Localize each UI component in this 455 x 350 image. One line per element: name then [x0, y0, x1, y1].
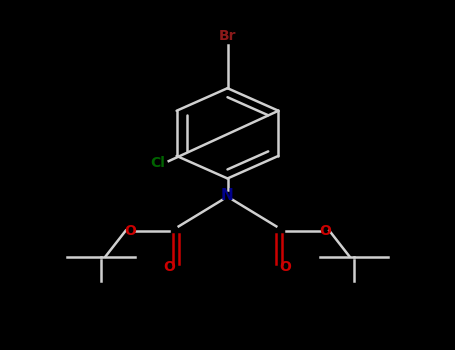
Text: O: O [279, 260, 291, 274]
Text: O: O [319, 224, 331, 238]
Text: O: O [124, 224, 136, 238]
Text: O: O [164, 260, 176, 274]
Text: N: N [221, 188, 234, 203]
Text: Cl: Cl [150, 156, 165, 170]
Text: Br: Br [219, 29, 236, 43]
